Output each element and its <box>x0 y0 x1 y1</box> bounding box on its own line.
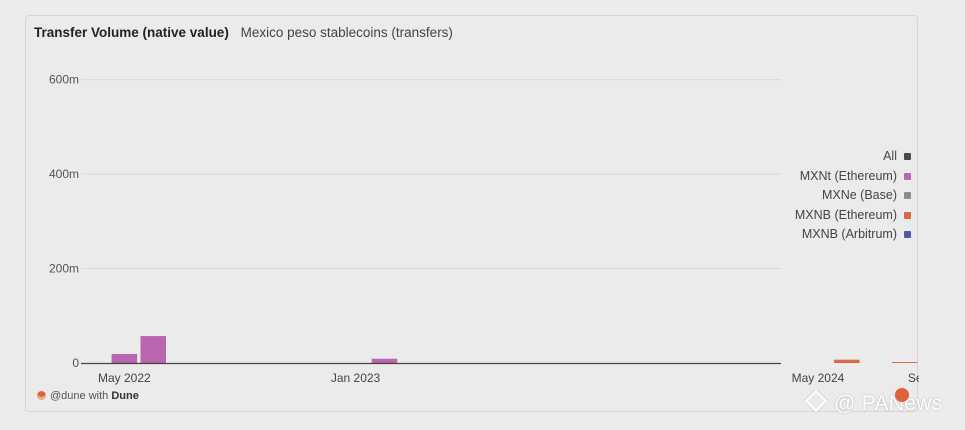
legend-item[interactable]: MXNB (Ethereum) <box>795 206 911 226</box>
y-tick-label: 0 <box>72 356 79 370</box>
bar-segment[interactable] <box>891 362 918 363</box>
x-tick-label: May 2024 <box>792 371 845 385</box>
dune-logo-icon <box>37 391 46 400</box>
chart-footer: @dune with Dune <box>37 390 139 402</box>
legend-label: MXNt (Ethereum) <box>799 168 897 183</box>
panews-watermark: @ PANews <box>804 389 943 416</box>
stacked-bar-chart: 0 200m 400m 600m May 2022 Jan 2023 May 2024 Se… <box>49 73 919 385</box>
x-tick-label: May 2022 <box>98 371 151 385</box>
legend-swatch-icon <box>904 153 911 160</box>
orange-dot-icon <box>895 388 909 402</box>
bar-segment[interactable] <box>834 359 860 363</box>
legend-label: All <box>883 149 897 163</box>
legend-swatch-icon <box>904 172 911 180</box>
bar-segment[interactable] <box>371 358 398 363</box>
legend-swatch-icon <box>904 211 911 219</box>
panews-diamond-icon <box>804 389 828 413</box>
chart-subtitle: Mexico peso stablecoins (transfers) <box>240 25 453 40</box>
watermark-text: @ PANews <box>834 392 943 415</box>
legend-swatch-icon <box>904 231 911 238</box>
bar-segment[interactable] <box>111 354 138 363</box>
legend-item[interactable]: MXNe (Base) <box>795 186 911 206</box>
chart-header: Transfer Volume (native value) Mexico pe… <box>34 25 453 40</box>
legend-item[interactable]: MXNt (Ethereum) <box>795 167 911 187</box>
legend-item[interactable]: All <box>795 147 911 167</box>
y-tick-label: 600m <box>49 73 79 87</box>
chart-legend: All MXNt (Ethereum) MXNe (Base) MXNB (Ether… <box>795 147 911 245</box>
x-tick-label: Sep 2024 <box>908 371 919 385</box>
footer-brand-link[interactable]: Dune <box>111 390 139 402</box>
y-tick-label: 400m <box>49 167 79 181</box>
legend-label: MXNe (Base) <box>821 188 897 202</box>
footer-prefix: @dune with <box>50 390 112 402</box>
chart-title: Transfer Volume (native value) <box>34 25 229 40</box>
bar-segment[interactable] <box>140 336 167 363</box>
chart-card: Transfer Volume (native value) Mexico pe… <box>25 15 919 412</box>
legend-item[interactable]: MXNB (Arbitrum) <box>795 225 911 245</box>
x-tick-label: Jan 2023 <box>331 371 381 385</box>
y-tick-label: 200m <box>49 262 79 276</box>
legend-swatch-icon <box>904 192 911 199</box>
legend-label: MXNB (Arbitrum) <box>801 227 897 241</box>
legend-label: MXNB (Ethereum) <box>794 207 897 222</box>
